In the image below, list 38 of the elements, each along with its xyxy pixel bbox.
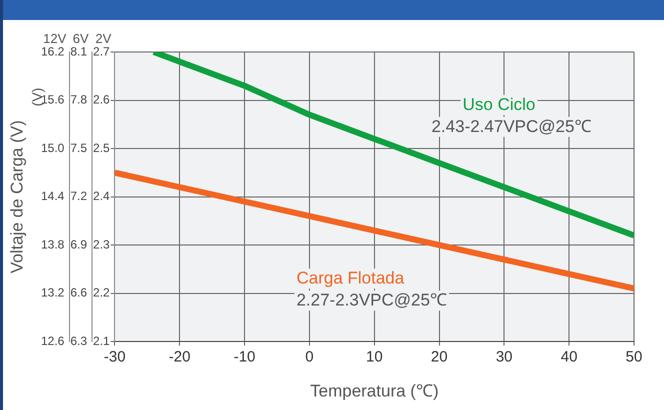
y-tick-label: 2.5 [93, 140, 110, 155]
x-tick-label: 10 [366, 348, 383, 366]
y3-tick-label: 16.2 [40, 44, 65, 58]
x-tick-label: -20 [168, 348, 190, 366]
x-tick-label: 0 [305, 348, 314, 366]
series-label: Carga Flotada [296, 268, 405, 288]
y3-tick-label: 13.8 [40, 237, 65, 252]
y2-tick-label: 8.1 [70, 44, 88, 58]
y2-tick-label: 6.6 [70, 286, 88, 300]
y2-axis-title: 6V [72, 31, 89, 46]
annotation: 2.43-2.47VPC@25℃ [431, 116, 592, 136]
y-tick-label: 2.3 [93, 237, 110, 252]
y-tick-label: 2.2 [93, 286, 110, 300]
y3-axis-title: 12V [43, 31, 67, 46]
x-tick-label: 40 [560, 348, 578, 366]
x-tick-label: 50 [626, 348, 642, 366]
text: Voltaje de Carga (V) [8, 120, 27, 274]
y-tick-label: 2.6 [93, 92, 110, 107]
y2-tick-label: 7.5 [70, 140, 88, 155]
x-tick-label: 30 [496, 348, 513, 366]
y-tick-label: 2.4 [93, 189, 110, 204]
y2-tick-label: 6.9 [70, 237, 88, 252]
y3-tick-label: 14.4 [40, 189, 65, 204]
annotation: 2.27-2.3VPC@25℃ [296, 290, 447, 310]
x-axis-title: Temperatura (℃) [310, 381, 439, 400]
y-tick-label: 2.1 [93, 334, 110, 348]
x-tick-label: 20 [430, 348, 448, 366]
y2-tick-label: 7.2 [70, 189, 88, 204]
y2-tick-label: 6.3 [70, 334, 88, 348]
x-tick-label: -10 [234, 348, 256, 366]
y3-tick-label: 12.6 [40, 334, 65, 348]
y3-tick-label: 15.0 [40, 140, 65, 155]
x-tick-label: -30 [104, 348, 126, 366]
text: Uso Ciclo [462, 94, 536, 114]
y2-tick-label: 7.8 [70, 92, 88, 107]
y-tick-label: 2.7 [93, 44, 110, 58]
y3-tick-label: 13.2 [40, 286, 65, 300]
y-axis-title: 2V [95, 31, 112, 46]
